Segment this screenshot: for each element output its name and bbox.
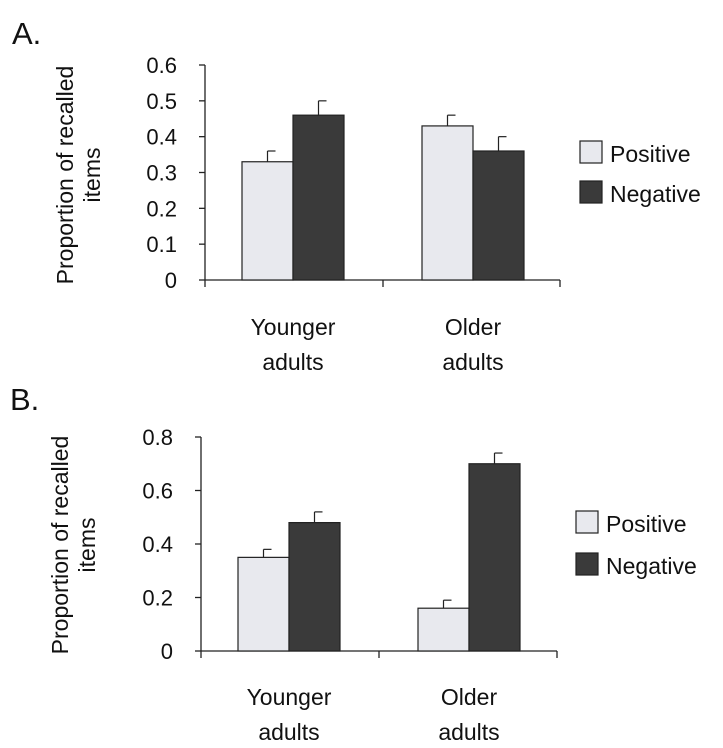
panel-a-y-tick-label: 0.5 xyxy=(146,89,177,114)
panel-b-bar-negative-0 xyxy=(288,521,341,652)
panel-b-ylabel-line2: items xyxy=(74,518,100,573)
panel-a-category-older-line2: adults xyxy=(442,349,503,375)
panel-a-bar-negative-0 xyxy=(292,114,345,281)
panel-b-category-older-line1: Older xyxy=(441,684,498,710)
panel-b-label: B. xyxy=(10,382,39,417)
panel-a-legend-positive-label: Positive xyxy=(610,141,691,167)
panel-b-bar-negative-1 xyxy=(468,463,521,652)
panel-b-legend-positive-label: Positive xyxy=(606,511,687,537)
panel-a-y-tick-label: 0 xyxy=(165,268,177,293)
panel-a-y-tick-label: 0.1 xyxy=(146,232,177,257)
panel-b-category-younger-line2: adults xyxy=(258,719,319,745)
panel-a-category-younger-line2: adults xyxy=(262,349,323,375)
panel-b-ylabel-line1: Proportion of recalled xyxy=(47,436,73,655)
panel-b-bar-positive-0 xyxy=(237,556,290,652)
panel-a-y-tick-label: 0.2 xyxy=(146,196,177,221)
panel-b-legend-swatch-positive xyxy=(575,510,599,534)
panel-a-category-older-line1: Older xyxy=(445,314,502,340)
panel-a-bar-positive-0 xyxy=(241,161,294,281)
panel-a-legend-swatch-positive xyxy=(579,140,603,164)
panel-b-category-older-line2: adults xyxy=(438,719,499,745)
panel-b-y-tick-label: 0.8 xyxy=(142,425,173,450)
panel-a-y-tick-label: 0.4 xyxy=(146,125,177,150)
panel-b-y-tick-label: 0.2 xyxy=(142,586,173,611)
panel-a-label: A. xyxy=(12,16,41,51)
panel-a-y-tick-label: 0.6 xyxy=(146,53,177,78)
panel-a-y-tick-label: 0.3 xyxy=(146,161,177,186)
panel-a-bar-positive-1 xyxy=(421,125,474,281)
panel-b-legend-negative-label: Negative xyxy=(606,553,697,579)
panel-b-y-tick-label: 0.6 xyxy=(142,479,173,504)
panel-a-bar-negative-1 xyxy=(472,150,525,281)
panel-b-legend-swatch-negative xyxy=(575,552,599,576)
panel-a-ylabel-line2: items xyxy=(79,148,105,203)
panel-b-y-tick-label: 0 xyxy=(161,639,173,664)
panel-a-category-younger-line1: Younger xyxy=(251,314,336,340)
panel-a-ylabel-line1: Proportion of recalled xyxy=(52,66,78,285)
panel-a-legend-swatch-negative xyxy=(579,180,603,204)
panel-b-bar-positive-1 xyxy=(417,607,470,652)
panel-b-y-tick-label: 0.4 xyxy=(142,532,173,557)
panel-b-category-younger-line1: Younger xyxy=(247,684,332,710)
panel-a-legend-negative-label: Negative xyxy=(610,181,701,207)
